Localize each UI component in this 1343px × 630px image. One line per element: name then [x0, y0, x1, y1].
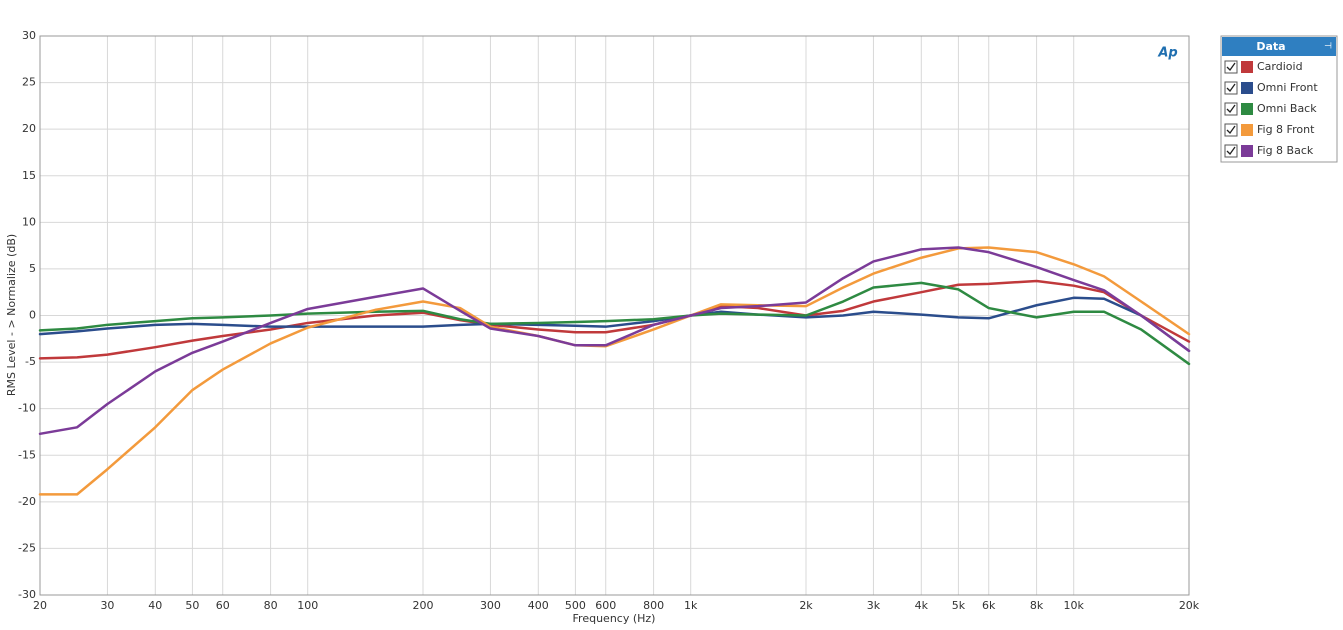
legend-label: Cardioid	[1257, 60, 1303, 73]
legend-check	[1226, 83, 1236, 93]
legend-check	[1226, 104, 1236, 114]
legend-swatch	[1241, 145, 1253, 157]
legend-checkbox[interactable]	[1224, 123, 1238, 137]
x-tick-label: 3k	[867, 599, 881, 612]
x-tick-label: 400	[528, 599, 549, 612]
x-tick-label: 5k	[952, 599, 966, 612]
y-tick-label: -20	[18, 495, 36, 508]
x-tick-label: 600	[595, 599, 616, 612]
x-tick-label: 50	[185, 599, 199, 612]
legend-label: Fig 8 Front	[1257, 123, 1315, 136]
legend-check	[1226, 146, 1236, 156]
y-tick-label: 15	[22, 169, 36, 182]
legend-swatch	[1241, 82, 1253, 94]
y-tick-label: 20	[22, 122, 36, 135]
y-tick-label: -10	[18, 402, 36, 415]
legend-checkbox[interactable]	[1224, 81, 1238, 95]
x-axis-label: Frequency (Hz)	[573, 612, 656, 625]
y-tick-label: 5	[29, 262, 36, 275]
x-tick-label: 100	[297, 599, 318, 612]
y-tick-label: -25	[18, 541, 36, 554]
x-tick-label: 4k	[915, 599, 929, 612]
logo: Ap	[1157, 46, 1177, 61]
y-tick-label: 30	[22, 29, 36, 42]
x-tick-label: 20k	[1179, 599, 1200, 612]
legend-label: Omni Back	[1257, 102, 1317, 115]
plot-border	[39, 35, 1190, 596]
series-line	[38, 296, 1191, 353]
legend-title: Data	[1256, 40, 1285, 53]
x-tick-label: 60	[216, 599, 230, 612]
y-tick-label: 0	[29, 309, 36, 322]
legend-box	[1220, 35, 1338, 163]
x-tick-label: 40	[148, 599, 162, 612]
x-tick-label: 6k	[982, 599, 996, 612]
y-tick-label: -5	[25, 355, 36, 368]
y-tick-label: 25	[22, 76, 36, 89]
legend-checkbox[interactable]	[1224, 102, 1238, 116]
legend-label: Fig 8 Back	[1257, 144, 1314, 157]
x-tick-label: 200	[413, 599, 434, 612]
legend-checkbox[interactable]	[1224, 144, 1238, 158]
y-tick-label: -15	[18, 448, 36, 461]
series-line	[38, 281, 1191, 366]
legend-checkbox[interactable]	[1224, 60, 1238, 74]
legend-check	[1226, 62, 1236, 72]
x-tick-label: 800	[643, 599, 664, 612]
legend-label: Omni Front	[1257, 81, 1318, 94]
x-tick-label: 300	[480, 599, 501, 612]
legend-swatch	[1241, 103, 1253, 115]
x-tick-label: 10k	[1064, 599, 1085, 612]
legend-check	[1226, 125, 1236, 135]
x-tick-label: 8k	[1030, 599, 1044, 612]
legend-header	[1222, 37, 1336, 56]
y-tick-label: 10	[22, 215, 36, 228]
series-line	[38, 279, 1191, 360]
x-tick-label: 500	[565, 599, 586, 612]
series-line	[38, 246, 1191, 496]
y-axis-label: RMS Level - > Normalize (dB)	[5, 234, 18, 396]
legend: Data ⊣	[1220, 35, 1338, 163]
x-tick-label: 1k	[684, 599, 698, 612]
series-line	[38, 246, 1191, 436]
x-tick-label: 30	[100, 599, 114, 612]
x-tick-label: 80	[264, 599, 278, 612]
pin-icon[interactable]: ⊣	[1324, 42, 1332, 52]
x-tick-label: 2k	[799, 599, 813, 612]
x-tick-label: 20	[33, 599, 47, 612]
legend-swatch	[1241, 61, 1253, 73]
legend-swatch	[1241, 124, 1253, 136]
y-tick-label: -30	[18, 588, 36, 601]
